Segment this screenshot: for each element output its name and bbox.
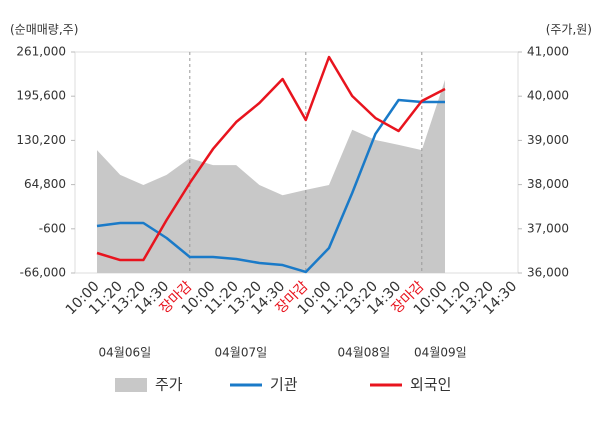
y2-tick-label: 36,000	[527, 266, 569, 280]
series-line	[96, 98, 445, 274]
date-label: 04월08일	[337, 346, 390, 360]
y-tick-label: 130,200	[16, 133, 66, 147]
legend-label: 기관	[270, 376, 298, 394]
y2-tick-label: 40,000	[527, 89, 569, 103]
y-tick-label: 64,800	[24, 177, 66, 191]
legend-label: 외국인	[410, 376, 451, 394]
legend-swatch	[115, 378, 147, 392]
y2-tick-label: 41,000	[527, 45, 569, 59]
y-tick-label: -600	[39, 221, 66, 235]
date-label: 04월09일	[414, 346, 467, 360]
y2-tick-label: 37,000	[527, 221, 569, 235]
legend-label: 주가	[155, 376, 183, 394]
y-tick-label: 261,000	[16, 45, 66, 59]
y-tick-label: -66,000	[20, 266, 66, 280]
date-label: 04월06일	[99, 346, 152, 360]
price-area	[97, 79, 445, 273]
y2-tick-label: 39,000	[527, 133, 569, 147]
series-line	[96, 55, 446, 262]
date-label: 04월07일	[215, 346, 268, 360]
y-tick-label: 195,600	[16, 89, 66, 103]
y2-axis-label: (주가,원)	[546, 23, 592, 37]
y-axis-label: (순매매량,주)	[10, 23, 78, 37]
y2-tick-label: 38,000	[527, 177, 569, 191]
